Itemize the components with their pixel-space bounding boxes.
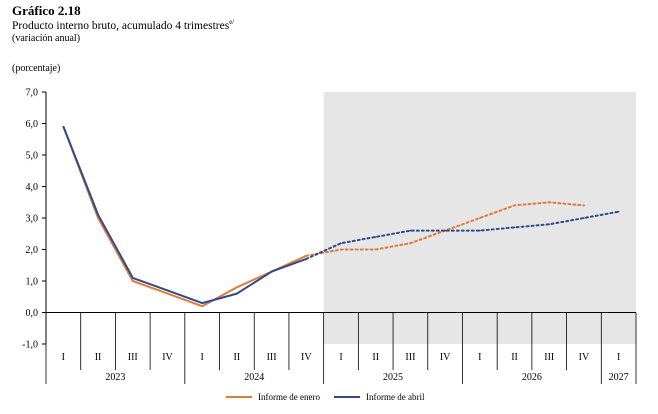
legend-swatch-abril xyxy=(333,396,360,398)
y-tick-label: 4,0 xyxy=(26,182,39,193)
legend-label-enero: Informe de enero xyxy=(258,392,320,402)
legend-swatch-enero xyxy=(226,396,252,398)
chart-note: (variación anual) xyxy=(12,33,81,44)
x-tick-label: IV xyxy=(301,352,312,363)
data-point-enero xyxy=(479,217,481,219)
data-point-enero xyxy=(236,286,238,289)
chart-title: Gráfico 2.18 xyxy=(12,3,81,18)
data-point-abril xyxy=(62,125,65,128)
data-point-enero xyxy=(374,248,377,251)
year-label: 2027 xyxy=(609,372,629,383)
data-point-abril xyxy=(617,210,620,213)
chart-legend: Informe de enero Informe de abril xyxy=(226,392,438,402)
data-point-enero xyxy=(131,280,134,282)
year-label: 2023 xyxy=(105,372,125,383)
x-tick-label: II xyxy=(511,352,518,363)
y-tick-label: 3,0 xyxy=(26,214,39,225)
data-point-abril xyxy=(513,226,516,229)
y-tick-label: 2,0 xyxy=(26,245,39,256)
x-tick-label: I xyxy=(617,352,620,363)
x-tick-label: IV xyxy=(162,352,173,363)
data-point-abril xyxy=(97,214,99,216)
legend-label-abril: Informe de abril xyxy=(365,392,425,402)
data-point-abril xyxy=(548,223,551,226)
data-point-enero xyxy=(97,217,99,219)
x-tick-label: IV xyxy=(440,352,451,363)
data-point-abril xyxy=(444,229,446,232)
data-point-abril xyxy=(236,292,238,295)
year-label: 2024 xyxy=(244,372,264,383)
data-point-enero xyxy=(305,255,308,257)
x-tick-label: II xyxy=(372,352,379,363)
x-tick-label: III xyxy=(267,352,277,363)
x-tick-label: III xyxy=(128,352,138,363)
x-tick-label: I xyxy=(62,352,65,363)
data-point-abril xyxy=(166,289,169,292)
data-point-abril xyxy=(305,258,308,260)
data-point-enero xyxy=(513,204,516,207)
x-tick-label: II xyxy=(234,352,241,363)
x-tick-label: I xyxy=(201,352,204,363)
year-label: 2026 xyxy=(522,372,542,383)
data-point-enero xyxy=(548,201,551,204)
data-point-enero xyxy=(201,305,203,308)
chart-subtitle-text: Producto interno bruto, acumulado 4 trim… xyxy=(12,19,230,32)
y-axis-unit: (porcentaje) xyxy=(12,63,61,74)
data-point-abril xyxy=(201,302,203,304)
y-tick-label: 0,0 xyxy=(26,308,39,319)
x-tick-label: II xyxy=(95,352,102,363)
x-tick-label: IV xyxy=(579,352,590,363)
legend-item-abril: Informe de abril xyxy=(333,392,425,402)
data-point-enero xyxy=(409,242,412,244)
data-point-abril xyxy=(409,229,412,232)
y-tick-label: 6,0 xyxy=(26,119,39,130)
data-point-abril xyxy=(583,217,585,219)
data-point-enero xyxy=(583,204,585,207)
x-tick-label: III xyxy=(405,352,415,363)
chart-subtitle-superscript: e/ xyxy=(229,18,235,26)
x-tick-label: I xyxy=(339,352,342,363)
data-point-abril xyxy=(479,229,481,232)
data-point-abril xyxy=(131,277,134,279)
data-point-enero xyxy=(166,292,169,295)
data-point-enero xyxy=(340,248,342,251)
series-line-abril-forecast xyxy=(305,210,620,260)
legend-item-enero: Informe de enero xyxy=(226,392,320,402)
x-tick-label: I xyxy=(478,352,481,363)
y-tick-label: -1,0 xyxy=(22,340,38,351)
y-tick-label: 5,0 xyxy=(26,151,39,162)
chart-subtitle: Producto interno bruto, acumulado 4 trim… xyxy=(12,18,234,32)
data-point-abril xyxy=(340,242,342,244)
x-tick-label: III xyxy=(544,352,554,363)
year-label: 2025 xyxy=(383,372,403,383)
data-point-abril xyxy=(374,236,377,238)
y-tick-label: 7,0 xyxy=(26,88,39,99)
data-point-abril xyxy=(270,270,273,273)
series-line-abril-observed xyxy=(62,126,307,305)
y-tick-label: 1,0 xyxy=(26,277,39,288)
